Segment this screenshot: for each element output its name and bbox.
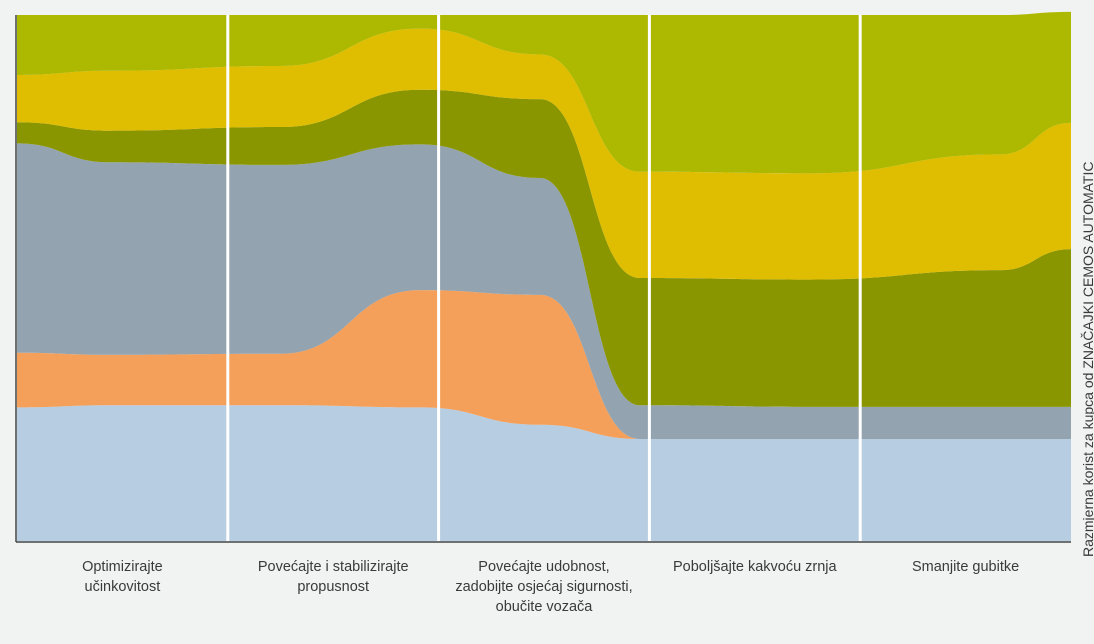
series-area-5	[17, 28, 1071, 280]
series-area-6	[17, 11, 1071, 174]
series-area-2	[17, 290, 1071, 439]
category-label-2: Povećajte i stabilizirajte propusnost	[257, 559, 409, 595]
series-area-3	[17, 143, 1071, 439]
category-label-4: Poboljšajte kakvoću zrnja	[672, 559, 837, 575]
category-label-5: Smanjite gubitke	[911, 559, 1020, 575]
category-label-3: Povećajte udobnost, zadobijte osjećaj si…	[455, 559, 633, 615]
category-label-1: Optimizirajte učinkovitost	[82, 559, 163, 595]
series-area-1	[17, 405, 1071, 541]
series-area-4	[17, 89, 1071, 407]
y-axis-label: Razmjerna korist za kupca od ZNAČAJKI CE…	[1080, 161, 1094, 557]
